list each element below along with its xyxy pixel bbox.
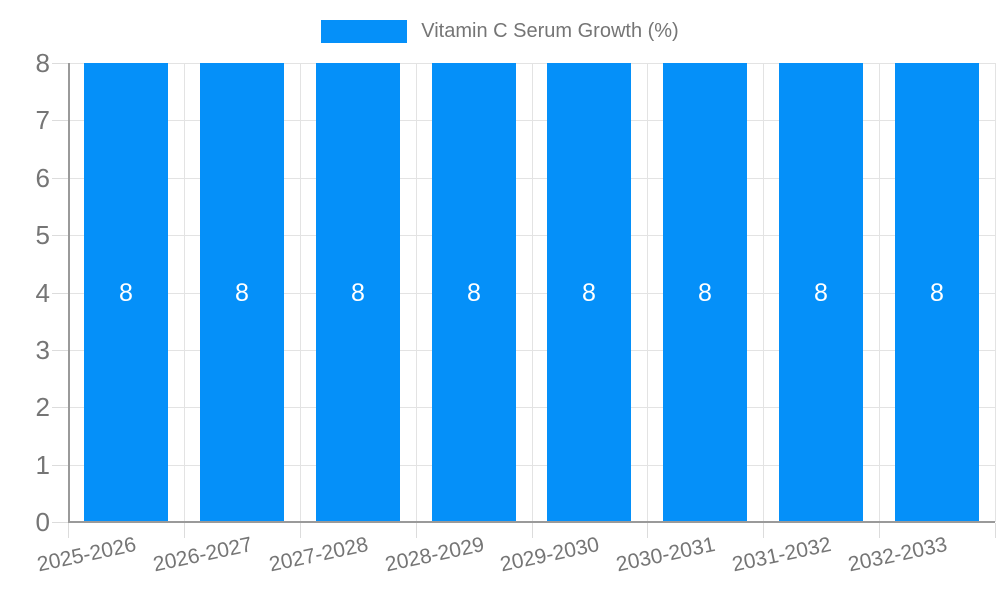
- y-tick: [52, 63, 68, 64]
- y-tick: [52, 235, 68, 236]
- gridline-horizontal: [68, 177, 995, 179]
- y-tick-label: 6: [35, 163, 50, 193]
- gridline-vertical: [532, 63, 533, 522]
- bar[interactable]: [779, 63, 863, 522]
- x-tick-label: 2031-2032: [729, 533, 833, 577]
- y-tick: [52, 465, 68, 466]
- x-tick: [532, 523, 533, 538]
- legend-item[interactable]: Vitamin C Serum Growth (%): [321, 20, 679, 43]
- gridline-horizontal: [68, 292, 995, 294]
- bar[interactable]: [547, 63, 631, 522]
- gridline-vertical: [763, 63, 764, 522]
- x-tick: [763, 523, 764, 538]
- gridline-vertical: [416, 63, 417, 522]
- chart-legend: Vitamin C Serum Growth (%): [0, 20, 1000, 43]
- y-tick: [52, 522, 68, 523]
- bar[interactable]: [432, 63, 516, 522]
- bar[interactable]: [663, 63, 747, 522]
- y-axis-line: [68, 63, 70, 522]
- gridline-vertical: [647, 63, 648, 522]
- x-tick-label: 2025-2026: [34, 533, 138, 577]
- x-tick: [416, 523, 417, 538]
- x-tick-label: 2027-2028: [266, 533, 370, 577]
- y-tick-label: 7: [35, 105, 50, 135]
- x-axis-line: [68, 521, 995, 523]
- gridline-vertical: [184, 63, 185, 522]
- gridline-horizontal: [68, 407, 995, 409]
- y-tick-label: 0: [35, 507, 50, 537]
- y-tick: [52, 407, 68, 408]
- y-tick: [52, 178, 68, 179]
- legend-label: Vitamin C Serum Growth (%): [421, 20, 679, 42]
- gridline-horizontal: [68, 63, 995, 64]
- bar[interactable]: [316, 63, 400, 522]
- x-tick: [300, 523, 301, 538]
- x-tick-label: 2030-2031: [613, 533, 717, 577]
- x-tick-label: 2028-2029: [382, 533, 486, 577]
- gridline-horizontal: [68, 120, 995, 122]
- bar[interactable]: [200, 63, 284, 522]
- bar[interactable]: [895, 63, 979, 522]
- y-tick: [52, 120, 68, 121]
- y-tick-label: 8: [35, 48, 50, 78]
- gridline-horizontal: [68, 349, 995, 351]
- y-tick-label: 4: [35, 278, 50, 308]
- gridline-horizontal: [68, 235, 995, 237]
- x-tick-label: 2032-2033: [845, 533, 949, 577]
- x-tick-label: 2029-2030: [497, 533, 601, 577]
- y-tick: [52, 350, 68, 351]
- y-tick: [52, 293, 68, 294]
- y-tick-label: 1: [35, 450, 50, 480]
- gridline-horizontal: [68, 464, 995, 466]
- x-tick: [68, 523, 69, 538]
- legend-swatch: [321, 20, 408, 43]
- y-tick-label: 3: [35, 335, 50, 365]
- y-tick-label: 2: [35, 392, 50, 422]
- x-tick: [879, 523, 880, 538]
- gridline-vertical: [879, 63, 880, 522]
- gridline-vertical: [995, 63, 996, 522]
- y-tick-label: 5: [35, 220, 50, 250]
- bar[interactable]: [84, 63, 168, 522]
- gridline-vertical: [300, 63, 301, 522]
- x-tick: [184, 523, 185, 538]
- x-tick: [995, 523, 996, 538]
- x-tick: [647, 523, 648, 538]
- x-tick-label: 2026-2027: [150, 533, 254, 577]
